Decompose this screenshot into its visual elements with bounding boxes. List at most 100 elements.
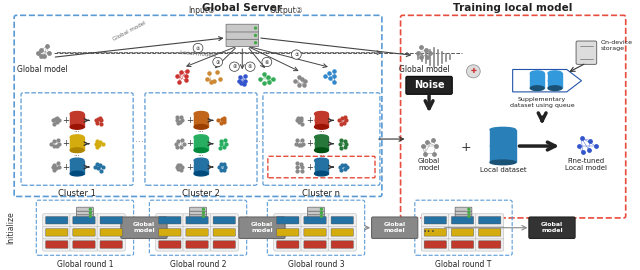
FancyBboxPatch shape [274,226,302,239]
Point [292,138,303,142]
Point [341,141,351,146]
Ellipse shape [70,112,84,116]
FancyBboxPatch shape [479,229,501,236]
Point [176,145,186,149]
Circle shape [468,212,470,214]
Point [321,74,331,78]
Point [92,116,102,121]
Point [39,53,49,58]
Point [53,165,63,169]
Ellipse shape [314,135,328,140]
Point [298,165,308,169]
Point [297,169,307,173]
FancyBboxPatch shape [186,229,208,236]
Point [93,166,103,170]
Text: +: + [460,141,471,154]
Point [335,141,345,146]
Text: ...: ... [318,150,324,157]
Point [52,120,62,124]
Point [300,79,310,83]
Point [49,168,59,172]
Ellipse shape [531,71,544,76]
Point [220,144,230,149]
FancyBboxPatch shape [331,241,353,248]
Ellipse shape [490,160,516,165]
Point [36,48,46,52]
Point [234,79,244,83]
Text: Global
model: Global model [383,222,406,233]
Point [334,118,344,123]
Point [173,167,183,171]
Point [429,151,439,156]
Text: +: + [306,116,313,125]
FancyBboxPatch shape [100,229,122,236]
Point [259,72,269,76]
Point [172,145,182,149]
FancyBboxPatch shape [183,214,211,227]
Point [173,163,183,167]
FancyBboxPatch shape [186,241,208,248]
Bar [548,73,562,88]
Text: +: + [186,116,193,125]
Point [422,55,432,59]
Point [339,167,349,172]
Point [176,70,186,74]
Point [428,137,438,142]
Text: Output②: Output② [270,6,303,15]
FancyBboxPatch shape [304,229,326,236]
FancyBboxPatch shape [308,207,324,211]
Point [340,145,350,149]
Point [425,50,435,55]
Text: Cluster n: Cluster n [303,189,340,198]
Point [324,76,335,80]
FancyBboxPatch shape [328,238,356,251]
Text: +: + [186,139,193,148]
FancyBboxPatch shape [424,241,447,248]
FancyBboxPatch shape [121,217,167,238]
Point [172,114,182,119]
Ellipse shape [314,119,328,122]
Text: Training local model: Training local model [454,2,573,12]
Point [216,162,226,166]
Point [416,55,426,60]
Text: Cluster 1: Cluster 1 [58,189,96,198]
FancyBboxPatch shape [304,241,326,248]
Point [255,77,266,81]
Point [177,137,187,142]
Point [413,50,423,55]
Circle shape [255,42,257,44]
Point [221,141,231,146]
Text: ⑤: ⑤ [248,64,252,69]
Point [52,144,62,148]
Text: Global
model: Global model [133,222,155,233]
Point [329,69,339,73]
FancyBboxPatch shape [421,214,449,227]
Point [296,115,307,120]
Ellipse shape [70,171,84,176]
Point [177,118,188,123]
Point [240,74,250,79]
Circle shape [245,62,255,71]
FancyBboxPatch shape [239,217,285,238]
FancyBboxPatch shape [479,217,501,224]
Point [420,48,431,52]
FancyBboxPatch shape [43,238,71,251]
Text: Global round 3: Global round 3 [288,260,344,269]
Circle shape [202,208,204,210]
Point [340,139,350,143]
Point [422,140,432,144]
Text: ④: ④ [232,64,237,69]
Point [175,120,185,124]
Bar [531,73,544,88]
Point [335,165,345,169]
Point [415,45,426,49]
Point [96,118,106,123]
Ellipse shape [194,119,208,122]
Point [170,141,180,146]
Point [52,116,62,120]
Point [176,168,186,173]
FancyBboxPatch shape [455,207,472,211]
Circle shape [291,50,301,59]
Bar [490,130,516,162]
Point [292,161,303,165]
